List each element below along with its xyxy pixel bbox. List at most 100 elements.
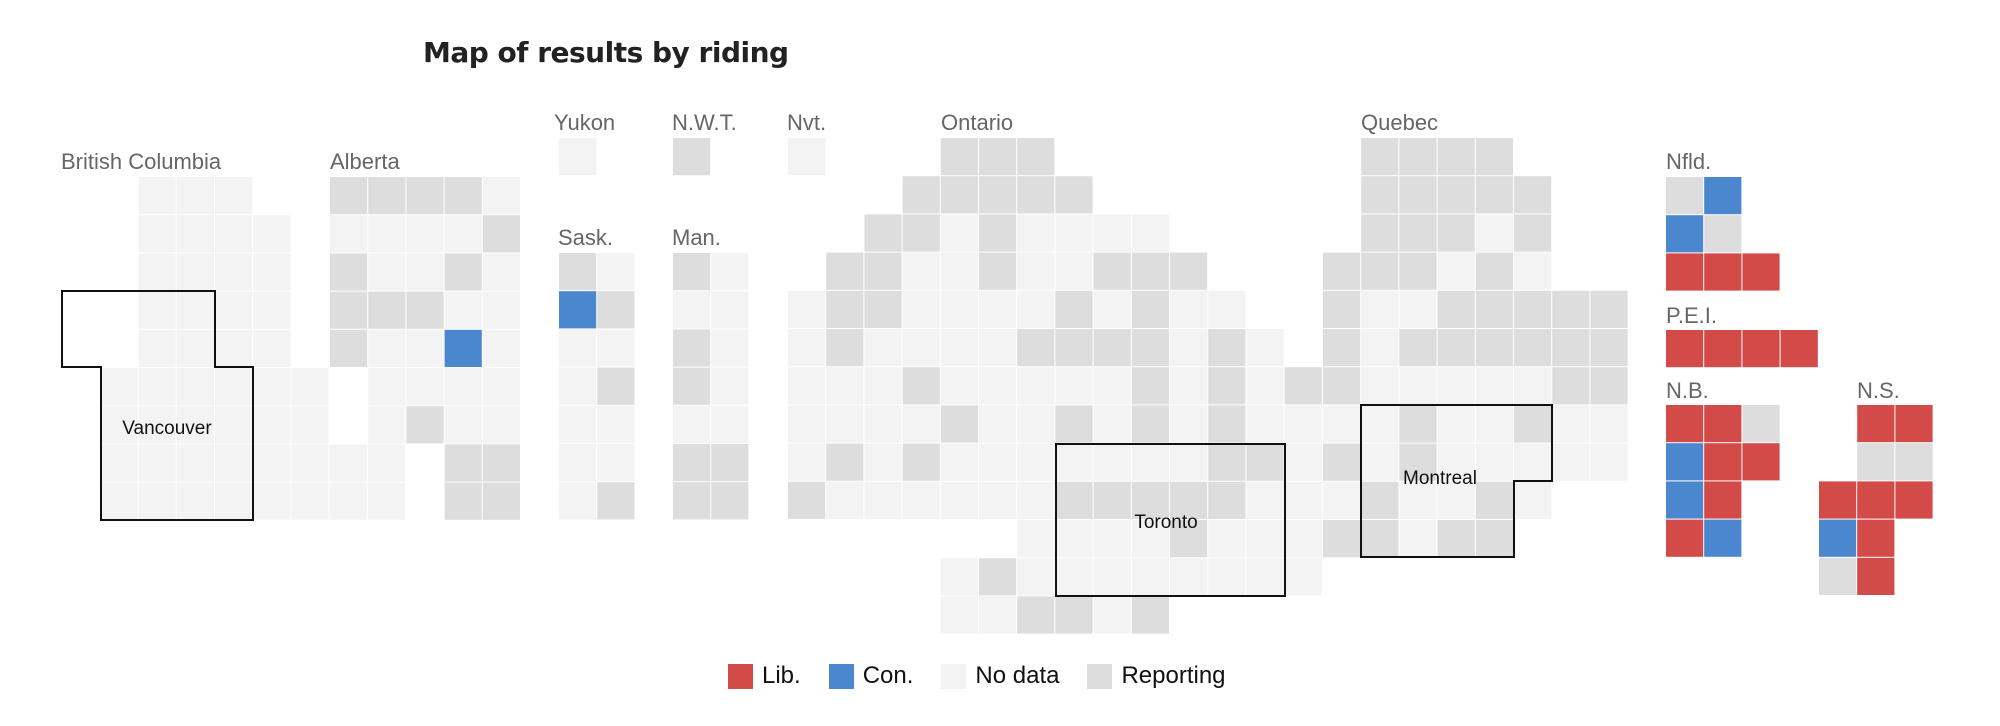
riding-cell-ontario-nodata[interactable] xyxy=(826,481,864,519)
riding-cell-quebec-reporting[interactable] xyxy=(1552,290,1590,328)
riding-cell-quebec-reporting[interactable] xyxy=(1323,367,1361,405)
riding-cell-ontario-reporting[interactable] xyxy=(940,138,978,176)
riding-cell-alberta-nodata[interactable] xyxy=(482,368,520,406)
riding-cell-new-brunswick-lib[interactable] xyxy=(1666,405,1704,443)
riding-cell-ontario-nodata[interactable] xyxy=(1093,405,1131,443)
riding-cell-ontario-nodata[interactable] xyxy=(1055,214,1093,252)
riding-cell-alberta-nodata[interactable] xyxy=(368,406,406,444)
riding-cell-british-columbia-nodata[interactable] xyxy=(176,482,214,520)
riding-cell-british-columbia-nodata[interactable] xyxy=(138,406,176,444)
riding-cell-ontario-nodata[interactable] xyxy=(1170,443,1208,481)
riding-cell-ontario-reporting[interactable] xyxy=(1017,176,1055,214)
riding-cell-quebec-nodata[interactable] xyxy=(1437,481,1475,519)
riding-cell-ontario-nodata[interactable] xyxy=(1055,520,1093,558)
riding-cell-pei-lib[interactable] xyxy=(1666,330,1704,368)
riding-cell-ontario-nodata[interactable] xyxy=(940,481,978,519)
riding-cell-ontario-reporting[interactable] xyxy=(1208,405,1246,443)
riding-cell-ontario-nodata[interactable] xyxy=(1131,558,1169,596)
riding-cell-british-columbia-nodata[interactable] xyxy=(215,253,253,291)
riding-cell-nwt-reporting[interactable] xyxy=(673,138,711,176)
riding-cell-british-columbia-nodata[interactable] xyxy=(329,482,367,520)
riding-cell-new-brunswick-lib[interactable] xyxy=(1704,405,1742,443)
riding-cell-british-columbia-nodata[interactable] xyxy=(253,482,291,520)
riding-cell-alberta-nodata[interactable] xyxy=(330,215,368,253)
riding-cell-british-columbia-nodata[interactable] xyxy=(138,482,176,520)
riding-cell-ontario-reporting[interactable] xyxy=(940,176,978,214)
riding-cell-saskatchewan-nodata[interactable] xyxy=(597,444,635,482)
riding-cell-british-columbia-nodata[interactable] xyxy=(138,253,176,291)
riding-cell-ontario-nodata[interactable] xyxy=(940,558,978,596)
riding-cell-ontario-nodata[interactable] xyxy=(1093,443,1131,481)
riding-cell-quebec-nodata[interactable] xyxy=(1361,329,1399,367)
riding-cell-newfoundland-lib[interactable] xyxy=(1742,253,1780,291)
riding-cell-ontario-nodata[interactable] xyxy=(979,596,1017,634)
riding-cell-new-brunswick-reporting[interactable] xyxy=(1742,405,1780,443)
riding-cell-ontario-reporting[interactable] xyxy=(826,329,864,367)
riding-cell-saskatchewan-reporting[interactable] xyxy=(597,367,635,405)
riding-cell-quebec-reporting[interactable] xyxy=(1475,290,1513,328)
riding-cell-ontario-nodata[interactable] xyxy=(1093,367,1131,405)
riding-cell-quebec-nodata[interactable] xyxy=(1514,481,1552,519)
riding-cell-british-columbia-nodata[interactable] xyxy=(215,215,253,253)
riding-cell-saskatchewan-reporting[interactable] xyxy=(559,253,597,291)
riding-cell-saskatchewan-nodata[interactable] xyxy=(597,405,635,443)
riding-cell-ontario-reporting[interactable] xyxy=(979,176,1017,214)
riding-cell-quebec-reporting[interactable] xyxy=(1514,405,1552,443)
riding-cell-newfoundland-reporting[interactable] xyxy=(1666,177,1704,215)
riding-cell-quebec-reporting[interactable] xyxy=(1475,176,1513,214)
riding-cell-ontario-nodata[interactable] xyxy=(1017,520,1055,558)
riding-cell-ontario-nodata[interactable] xyxy=(1284,481,1322,519)
riding-cell-ontario-reporting[interactable] xyxy=(826,290,864,328)
riding-cell-nova-scotia-lib[interactable] xyxy=(1857,481,1895,519)
riding-cell-ontario-reporting[interactable] xyxy=(1208,367,1246,405)
riding-cell-alberta-reporting[interactable] xyxy=(330,253,368,291)
riding-cell-quebec-reporting[interactable] xyxy=(1514,176,1552,214)
riding-cell-nova-scotia-lib[interactable] xyxy=(1895,405,1933,443)
riding-cell-british-columbia-nodata[interactable] xyxy=(100,368,138,406)
riding-cell-ontario-nodata[interactable] xyxy=(979,367,1017,405)
riding-cell-ontario-nodata[interactable] xyxy=(788,443,826,481)
riding-cell-saskatchewan-nodata[interactable] xyxy=(559,482,597,520)
riding-cell-ontario-nodata[interactable] xyxy=(1055,558,1093,596)
riding-cell-ontario-reporting[interactable] xyxy=(1093,252,1131,290)
riding-cell-ontario-nodata[interactable] xyxy=(979,443,1017,481)
riding-cell-alberta-nodata[interactable] xyxy=(406,253,444,291)
riding-cell-ontario-reporting[interactable] xyxy=(1208,481,1246,519)
riding-cell-british-columbia-nodata[interactable] xyxy=(367,444,405,482)
riding-cell-ontario-reporting[interactable] xyxy=(902,176,940,214)
riding-cell-nova-scotia-reporting[interactable] xyxy=(1895,443,1933,481)
riding-cell-quebec-reporting[interactable] xyxy=(1514,214,1552,252)
riding-cell-british-columbia-nodata[interactable] xyxy=(329,444,367,482)
riding-cell-alberta-nodata[interactable] xyxy=(368,215,406,253)
riding-cell-saskatchewan-nodata[interactable] xyxy=(597,253,635,291)
riding-cell-quebec-reporting[interactable] xyxy=(1552,329,1590,367)
riding-cell-british-columbia-nodata[interactable] xyxy=(253,215,291,253)
riding-cell-british-columbia-nodata[interactable] xyxy=(176,406,214,444)
riding-cell-ontario-nodata[interactable] xyxy=(1093,290,1131,328)
riding-cell-alberta-nodata[interactable] xyxy=(482,253,520,291)
riding-cell-ontario-nodata[interactable] xyxy=(1246,329,1284,367)
riding-cell-british-columbia-nodata[interactable] xyxy=(138,444,176,482)
riding-cell-british-columbia-nodata[interactable] xyxy=(291,406,329,444)
riding-cell-nunavut-nodata[interactable] xyxy=(788,138,826,176)
riding-cell-ontario-nodata[interactable] xyxy=(940,367,978,405)
riding-cell-ontario-nodata[interactable] xyxy=(1208,558,1246,596)
riding-cell-ontario-nodata[interactable] xyxy=(1017,290,1055,328)
riding-cell-quebec-nodata[interactable] xyxy=(1514,367,1552,405)
riding-cell-ontario-nodata[interactable] xyxy=(864,481,902,519)
riding-cell-ontario-reporting[interactable] xyxy=(1055,405,1093,443)
riding-cell-british-columbia-nodata[interactable] xyxy=(100,482,138,520)
riding-cell-saskatchewan-nodata[interactable] xyxy=(559,444,597,482)
riding-cell-manitoba-nodata[interactable] xyxy=(711,367,749,405)
riding-cell-manitoba-reporting[interactable] xyxy=(673,482,711,520)
riding-cell-ontario-reporting[interactable] xyxy=(864,290,902,328)
riding-cell-quebec-nodata[interactable] xyxy=(1399,290,1437,328)
riding-cell-quebec-reporting[interactable] xyxy=(1361,138,1399,176)
riding-cell-alberta-nodata[interactable] xyxy=(482,177,520,215)
riding-cell-british-columbia-nodata[interactable] xyxy=(100,406,138,444)
riding-cell-ontario-nodata[interactable] xyxy=(1170,329,1208,367)
riding-cell-ontario-nodata[interactable] xyxy=(1246,405,1284,443)
riding-cell-quebec-reporting[interactable] xyxy=(1361,520,1399,558)
riding-cell-ontario-nodata[interactable] xyxy=(902,405,940,443)
riding-cell-saskatchewan-nodata[interactable] xyxy=(559,367,597,405)
